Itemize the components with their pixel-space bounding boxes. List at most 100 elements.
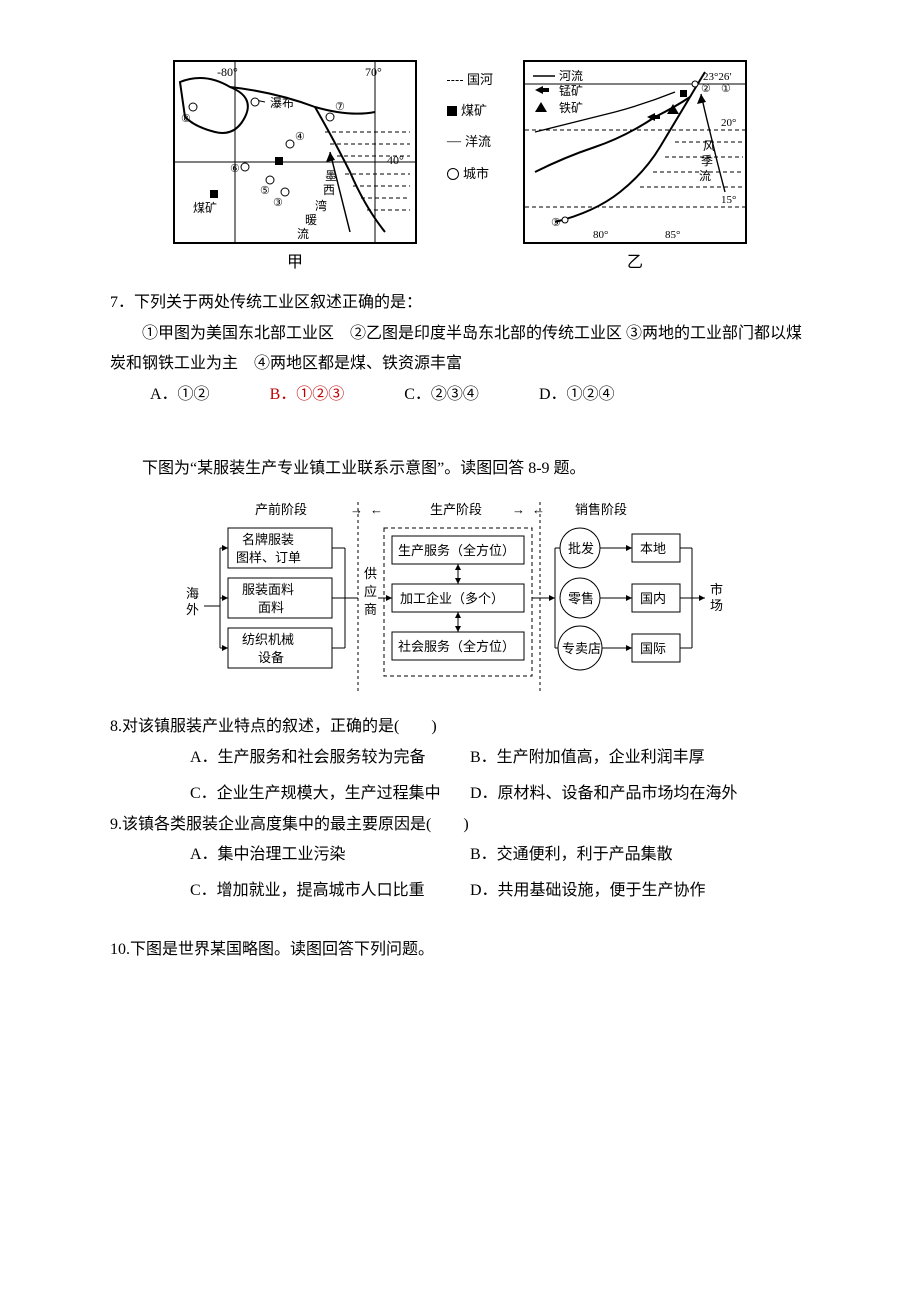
svg-text:海: 海 bbox=[186, 586, 199, 601]
q8-opt-c[interactable]: C．企业生产规模大，生产过程集中 bbox=[190, 779, 470, 809]
svg-text:河流: 河流 bbox=[559, 69, 583, 83]
legend-current: 洋流 bbox=[465, 130, 491, 155]
svg-text:社会服务（全方位）: 社会服务（全方位） bbox=[398, 639, 515, 654]
q10-stem: 下图是世界某国略图。读图回答下列问题。 bbox=[130, 941, 434, 958]
q8-opt-b[interactable]: B．生产附加值高，企业利润丰厚 bbox=[470, 743, 750, 773]
lon-neg80: -80° bbox=[217, 65, 238, 79]
map-yi-svg: 河流 锰矿 铁矿 23°26′ 20° 15° 80° 85° bbox=[523, 60, 747, 244]
svg-text:场: 场 bbox=[710, 598, 723, 613]
svg-text:→: → bbox=[512, 502, 525, 517]
svg-text:专卖店: 专卖店 bbox=[562, 641, 601, 656]
q8-line: 8.对该镇服装产业特点的叙述，正确的是( ) bbox=[110, 712, 810, 742]
svg-text:锰矿: 锰矿 bbox=[559, 83, 583, 98]
q7-number: 7． bbox=[110, 294, 134, 311]
q10-line: 10.下图是世界某国略图。读图回答下列问题。 bbox=[110, 935, 810, 965]
svg-text:生产服务（全方位）: 生产服务（全方位） bbox=[398, 543, 515, 558]
map-yi-caption: 乙 bbox=[627, 248, 643, 278]
city-circle-icon bbox=[447, 168, 459, 180]
map-yi: 河流 锰矿 铁矿 23°26′ 20° 15° 80° 85° bbox=[523, 60, 747, 278]
q9-opt-d[interactable]: D．共用基础设施，便于生产协作 bbox=[470, 876, 750, 906]
q7-opt-b[interactable]: B．①②③ bbox=[270, 380, 345, 410]
phase-sale: 销售阶段 bbox=[575, 502, 627, 517]
svg-text:季: 季 bbox=[701, 154, 713, 168]
svg-text:①: ① bbox=[721, 83, 731, 95]
svg-text:图样、订单: 图样、订单 bbox=[236, 550, 301, 565]
svg-text:②: ② bbox=[701, 83, 711, 95]
svg-text:国际: 国际 bbox=[640, 641, 666, 656]
svg-text:纺织机械: 纺织机械 bbox=[242, 632, 294, 647]
svg-text:80°: 80° bbox=[593, 229, 608, 241]
river-line-icon bbox=[447, 80, 463, 81]
svg-text:④: ④ bbox=[295, 131, 305, 143]
svg-text:墨: 墨 bbox=[325, 169, 337, 183]
svg-text:市: 市 bbox=[710, 582, 723, 597]
svg-text:面料: 面料 bbox=[258, 600, 284, 615]
svg-text:批发: 批发 bbox=[568, 541, 594, 556]
q9-stem: 该镇各类服装企业高度集中的最主要原因是( ) bbox=[122, 816, 469, 833]
svg-text:铁矿: 铁矿 bbox=[559, 101, 583, 115]
lat-40: 40° bbox=[387, 153, 404, 167]
svg-text:85°: 85° bbox=[665, 229, 680, 241]
svg-text:加工企业（多个）: 加工企业（多个） bbox=[400, 591, 504, 606]
intro-89: 下图为“某服装生产专业镇工业联系示意图”。读图回答 8-9 题。 bbox=[110, 454, 810, 484]
map-jia-svg: -80° 70° 40° 瀑布 ⑧ bbox=[173, 60, 417, 244]
svg-text:流: 流 bbox=[699, 169, 711, 183]
svg-text:20°: 20° bbox=[721, 117, 736, 129]
svg-text:本地: 本地 bbox=[640, 541, 666, 556]
svg-text:23°26′: 23°26′ bbox=[703, 71, 732, 83]
q7-options: A．①② B．①②③ C．②③④ D．①②④ bbox=[110, 380, 810, 410]
svg-text:③: ③ bbox=[273, 197, 283, 209]
svg-text:名牌服装: 名牌服装 bbox=[242, 532, 294, 547]
svg-text:←: ← bbox=[370, 502, 383, 517]
q10-number: 10. bbox=[110, 941, 130, 958]
maps-figure: -80° 70° 40° 瀑布 ⑧ bbox=[110, 60, 810, 278]
q7-stem: 下列关于两处传统工业区叙述正确的是： bbox=[134, 294, 422, 311]
svg-text:风: 风 bbox=[703, 139, 715, 153]
legend-coal: 煤矿 bbox=[461, 99, 487, 124]
svg-text:⑥: ⑥ bbox=[230, 163, 240, 175]
q7-statements: ①甲图为美国东北部工业区 ②乙图是印度半岛东北部的传统工业区 ③两地的工业部门都… bbox=[110, 319, 810, 380]
phase-prod: 生产阶段 bbox=[430, 502, 482, 517]
q7-opt-c[interactable]: C．②③④ bbox=[404, 380, 479, 410]
q9-options: A．集中治理工业污染 B．交通便利，利于产品集散 C．增加就业，提高城市人口比重… bbox=[190, 840, 810, 907]
svg-text:⑦: ⑦ bbox=[335, 101, 345, 113]
current-arrow-icon: — bbox=[447, 129, 461, 156]
legend-city: 城市 bbox=[463, 162, 489, 187]
svg-text:⑤: ⑤ bbox=[260, 185, 270, 197]
svg-text:商: 商 bbox=[364, 602, 377, 617]
q8-opt-a[interactable]: A．生产服务和社会服务较为完备 bbox=[190, 743, 470, 773]
q8-number: 8. bbox=[110, 718, 122, 735]
q7-opt-a[interactable]: A．①② bbox=[150, 380, 210, 410]
lon-70: 70° bbox=[365, 65, 382, 79]
q8-opt-d[interactable]: D．原材料、设备和产品市场均在海外 bbox=[470, 779, 750, 809]
waterfall-label: 瀑布 bbox=[270, 96, 294, 110]
svg-text:暖: 暖 bbox=[305, 213, 317, 227]
svg-text:流: 流 bbox=[297, 227, 309, 241]
map-jia: -80° 70° 40° 瀑布 ⑧ bbox=[173, 60, 417, 278]
legend-river: 国河 bbox=[467, 68, 493, 93]
coal-square-icon bbox=[447, 106, 457, 116]
legend-middle: 国河 煤矿 —洋流 城市 bbox=[447, 60, 493, 278]
q8-stem: 对该镇服装产业特点的叙述，正确的是( ) bbox=[122, 718, 437, 735]
q7-stem-line: 7．下列关于两处传统工业区叙述正确的是： bbox=[110, 288, 810, 318]
q9-opt-a[interactable]: A．集中治理工业污染 bbox=[190, 840, 470, 870]
svg-text:设备: 设备 bbox=[258, 650, 284, 665]
clothing-diagram: 产前阶段 → ← 生产阶段 → ← 销售阶段 海 外 名牌服装 图样、订单 服装… bbox=[180, 498, 740, 698]
q9-opt-b[interactable]: B．交通便利，利于产品集散 bbox=[470, 840, 750, 870]
svg-text:零售: 零售 bbox=[568, 591, 594, 606]
svg-text:⑧: ⑧ bbox=[181, 113, 191, 125]
svg-text:供: 供 bbox=[364, 566, 377, 581]
svg-text:服装面料: 服装面料 bbox=[242, 582, 294, 597]
q9-line: 9.该镇各类服装企业高度集中的最主要原因是( ) bbox=[110, 810, 810, 840]
svg-text:←: ← bbox=[532, 502, 545, 517]
q9-opt-c[interactable]: C．增加就业，提高城市人口比重 bbox=[190, 876, 470, 906]
svg-text:应: 应 bbox=[364, 584, 377, 599]
q9-number: 9. bbox=[110, 816, 122, 833]
phase-pre: 产前阶段 bbox=[255, 502, 307, 517]
q7-opt-d[interactable]: D．①②④ bbox=[539, 380, 615, 410]
map-jia-caption: 甲 bbox=[287, 248, 303, 278]
svg-text:外: 外 bbox=[186, 602, 199, 617]
q8-options: A．生产服务和社会服务较为完备 B．生产附加值高，企业利润丰厚 C．企业生产规模… bbox=[190, 743, 810, 810]
svg-text:湾: 湾 bbox=[315, 198, 327, 213]
svg-text:→: → bbox=[350, 502, 363, 517]
